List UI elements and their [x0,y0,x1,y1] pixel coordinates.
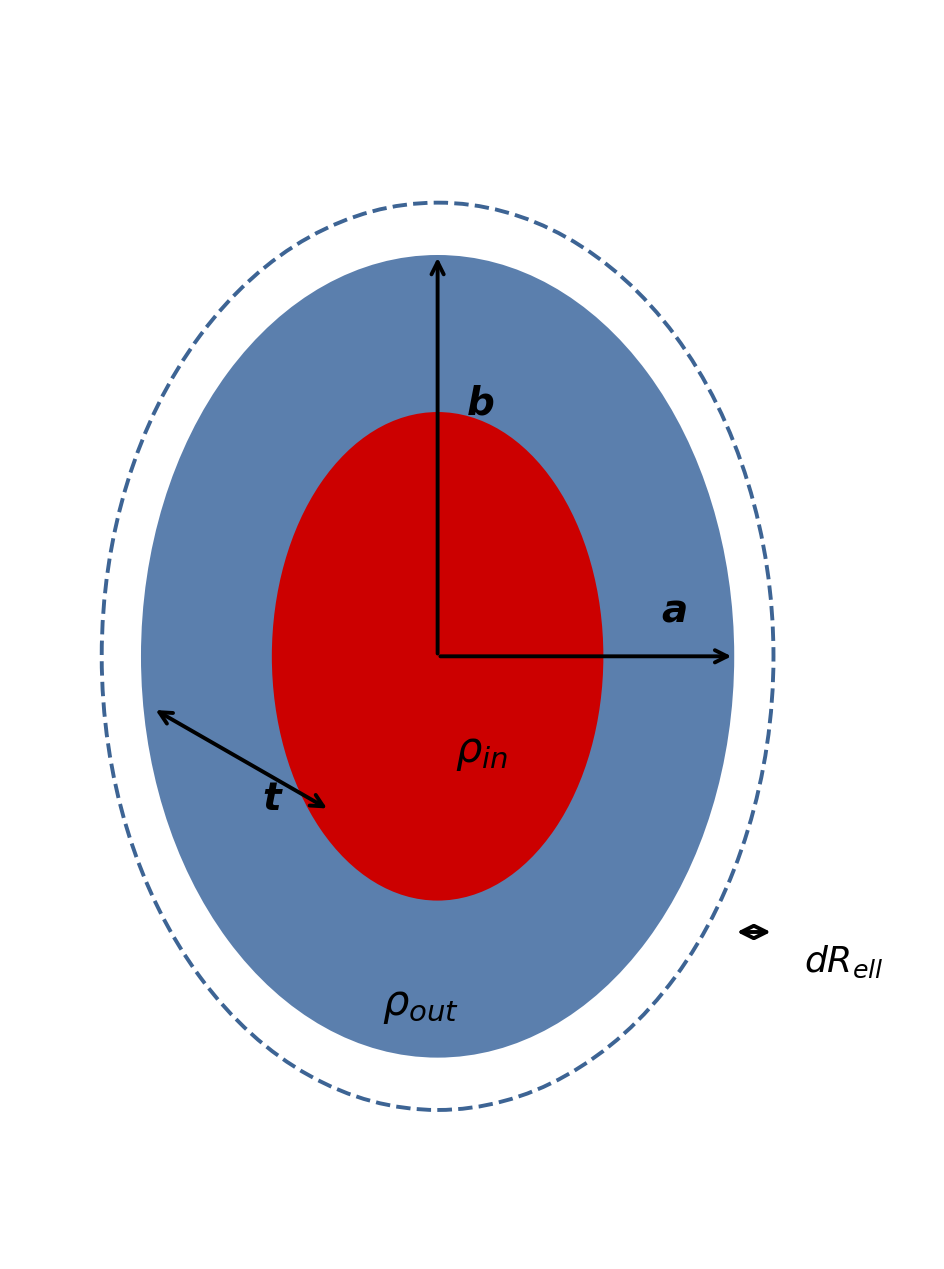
Text: b: b [466,385,495,423]
Ellipse shape [272,412,602,901]
Text: $\rho_{in}$: $\rho_{in}$ [454,731,507,773]
Text: $\rho_{out}$: $\rho_{out}$ [381,985,458,1027]
Ellipse shape [141,255,733,1057]
Text: a: a [660,593,686,631]
Text: t: t [262,780,281,819]
Text: $dR_{ell}$: $dR_{ell}$ [803,944,883,980]
